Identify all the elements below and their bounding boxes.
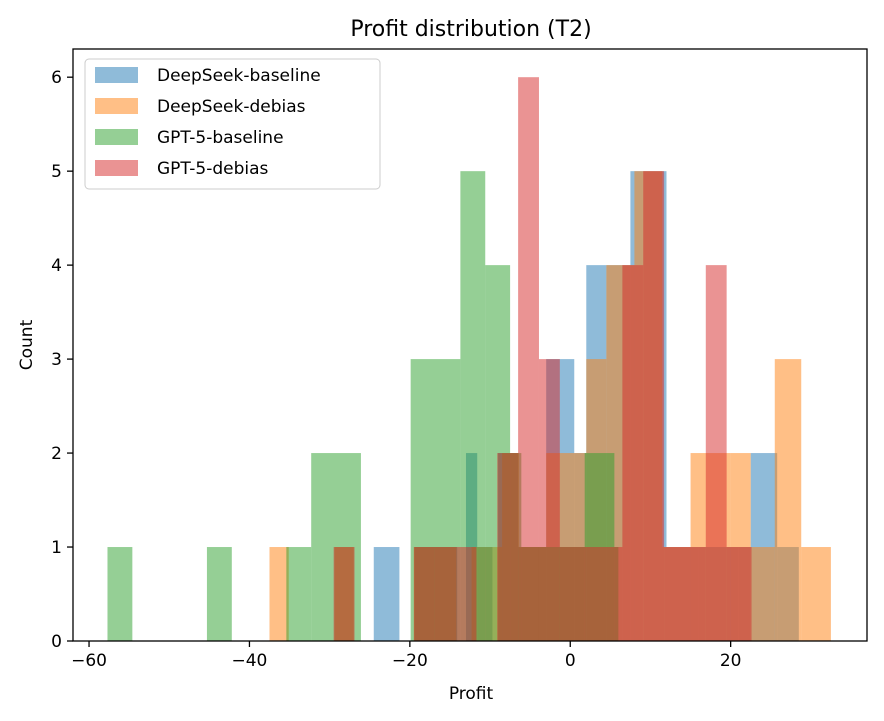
y-axis-label: Count — [17, 319, 37, 370]
y-tick-label: 3 — [51, 350, 62, 370]
legend-swatch — [95, 67, 138, 83]
legend-label: DeepSeek-baseline — [157, 66, 321, 86]
bar-3-3 — [497, 453, 519, 641]
y-tick-label: 2 — [51, 444, 62, 464]
legend-label: GPT-5-debias — [157, 159, 269, 179]
legend-label: GPT-5-baseline — [157, 128, 284, 148]
bar-3-9 — [664, 547, 685, 641]
legend-swatch — [95, 129, 138, 145]
legend-swatch — [95, 160, 138, 176]
bar-3-6 — [559, 547, 623, 641]
legend: DeepSeek-baseline DeepSeek-debias GPT-5-ba… — [84, 58, 381, 190]
chart-title: Profit distribution (T2) — [350, 17, 591, 42]
bar-1-16 — [801, 547, 831, 641]
bar-3-7 — [622, 265, 644, 641]
y-tick-label: 5 — [51, 162, 62, 182]
bar-3-4 — [518, 77, 539, 641]
bar-2-1 — [206, 547, 232, 641]
x-tick-label: 0 — [565, 651, 576, 671]
legend-box — [84, 58, 381, 190]
bar-3-2 — [434, 547, 477, 641]
bar-3-5 — [538, 359, 560, 641]
bar-1-0 — [269, 547, 289, 641]
bar-3-8 — [643, 171, 665, 641]
bars-layer — [107, 77, 831, 641]
y-tick-label: 6 — [51, 68, 62, 88]
legend-label: DeepSeek-debias — [157, 97, 306, 117]
bar-3-0 — [333, 547, 355, 641]
x-tick-label: −20 — [392, 651, 428, 671]
x-axis: −60 −40 −20 0 20 — [71, 641, 741, 671]
bar-2-0 — [107, 547, 133, 641]
x-axis-label: Profit — [449, 684, 494, 704]
bar-3-11 — [705, 265, 727, 641]
bar-3-1 — [413, 547, 435, 641]
x-tick-label: 20 — [720, 651, 742, 671]
bar-0-0 — [373, 547, 400, 641]
legend-swatch — [95, 98, 138, 114]
x-tick-label: −60 — [71, 651, 107, 671]
y-tick-label: 0 — [51, 632, 62, 652]
x-tick-label: −40 — [231, 651, 267, 671]
plot-frame — [72, 48, 868, 642]
bar-1-14 — [750, 547, 775, 641]
y-tick-label: 1 — [51, 538, 62, 558]
y-axis: 0 1 2 3 4 5 6 — [51, 68, 73, 652]
y-tick-label: 4 — [51, 256, 62, 276]
bar-2-2 — [286, 547, 312, 641]
bar-1-15 — [774, 359, 802, 641]
bar-3-12 — [726, 547, 752, 641]
bar-3-10 — [684, 547, 706, 641]
